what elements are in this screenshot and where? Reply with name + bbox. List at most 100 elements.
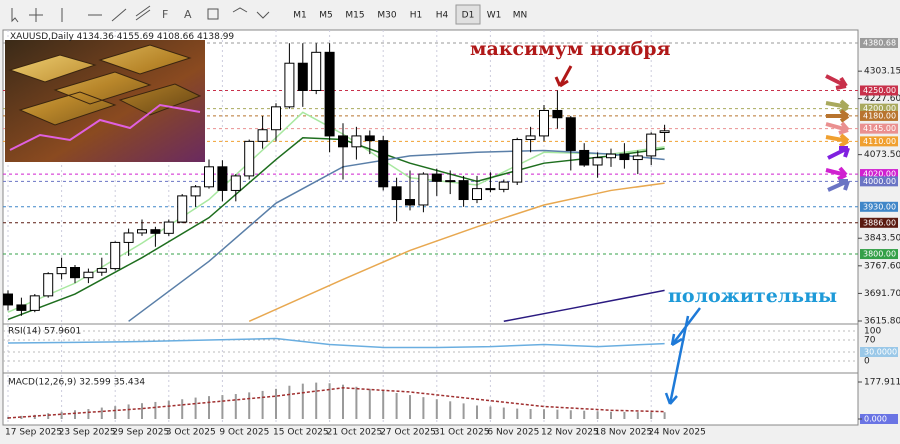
level-box (860, 176, 898, 187)
macd-bar (409, 395, 411, 419)
candle-body (445, 180, 456, 183)
candle-body (96, 268, 107, 273)
chart-header: XAUUSD,Daily 4134.36 4155.69 4108.66 413… (10, 32, 234, 42)
timeframe-button[interactable]: H1 (410, 11, 423, 21)
price-label: 3843.50 (864, 234, 900, 244)
text-icon[interactable]: A (184, 8, 192, 21)
annotation-arrow (664, 307, 701, 405)
moving-average (7, 111, 665, 313)
low: 4108.66 (157, 32, 194, 42)
price-label: 3691.70 (864, 289, 900, 299)
candle-body (190, 186, 201, 197)
timeframe-button[interactable]: M30 (377, 11, 396, 21)
macd-bar (395, 393, 398, 419)
candle-body (579, 149, 590, 166)
rsi-label: 30.0000 (864, 348, 897, 357)
candle-body (512, 139, 523, 183)
rsi-label: 0 (864, 357, 870, 367)
close: 4138.99 (197, 32, 234, 42)
candle-body (485, 188, 496, 191)
macd-label: 0.000 (864, 415, 887, 424)
price-label: 4227.60 (864, 94, 900, 104)
candle-body (29, 295, 40, 311)
timeframe-button[interactable]: W1 (487, 11, 502, 21)
candle-body (204, 166, 214, 188)
macd-bar (74, 410, 76, 419)
cursor-icon[interactable] (11, 8, 19, 23)
candle-body (163, 221, 174, 234)
rsi-label: 100 (864, 327, 881, 337)
macd-bar (382, 390, 385, 419)
candle-body (565, 117, 576, 151)
macd-bar (47, 413, 50, 419)
macd-bar (248, 392, 251, 419)
candle-body (230, 175, 241, 191)
candle-body (405, 199, 415, 206)
macd-bar (449, 401, 452, 419)
candle-body (391, 186, 402, 201)
trend-icon[interactable] (111, 8, 127, 22)
open: 4134.36 (77, 32, 114, 42)
candle-body (3, 293, 13, 306)
price-label: 3615.80 (864, 317, 900, 327)
macd-bar (623, 411, 626, 419)
candle-body (43, 273, 54, 297)
level-label: 3886.00 (863, 218, 896, 227)
candle-body (338, 135, 348, 148)
moving-average (503, 289, 665, 323)
shapes-icon[interactable] (256, 11, 270, 19)
timeframe-button[interactable]: MN (513, 11, 528, 21)
candle-body (378, 140, 389, 188)
macd-bar (636, 412, 639, 419)
macd-bar (315, 382, 318, 419)
candle-body (244, 140, 255, 177)
level-box (860, 169, 898, 180)
macd-bar (543, 409, 545, 419)
candle-body (284, 62, 295, 108)
high: 4155.69 (117, 32, 154, 42)
level-box (860, 37, 898, 48)
macd-bar (275, 388, 277, 419)
candle-body (418, 173, 429, 206)
macd-bar (516, 408, 519, 419)
level-label: 4180.00 (863, 111, 896, 120)
candle-body (431, 173, 442, 182)
toolbar (0, 0, 900, 29)
arrow-icon[interactable] (232, 7, 248, 13)
candle-body (552, 109, 563, 119)
date-label: 6 Nov 2025 (487, 428, 539, 438)
channel-icon[interactable] (135, 5, 151, 21)
level-box (860, 103, 898, 114)
label-icon[interactable] (207, 8, 219, 20)
moving-average (7, 136, 665, 321)
macd-bar (663, 412, 666, 419)
timeframe-button[interactable]: M5 (319, 11, 333, 21)
candle-body (83, 271, 94, 279)
macd-bar (476, 405, 478, 419)
rsi-label: 70 (864, 336, 876, 346)
date-label: 23 Sep 2025 (59, 428, 116, 438)
timeframe-button[interactable]: M1 (293, 11, 307, 21)
macd-bar (422, 397, 425, 419)
date-label: 17 Sep 2025 (5, 428, 62, 438)
timeframe-button[interactable]: M15 (345, 11, 364, 21)
candle-body (123, 232, 134, 243)
candle-body (632, 155, 643, 161)
active-timeframe (455, 4, 481, 25)
candle-body (606, 153, 616, 159)
candle-body (592, 157, 603, 166)
macd-bar (208, 396, 210, 419)
date-label: 21 Oct 2025 (327, 428, 383, 438)
timeframe-button[interactable]: H4 (436, 11, 449, 21)
macd-bar (127, 404, 130, 419)
macd-bar (435, 399, 438, 419)
date-label: 15 Oct 2025 (273, 428, 329, 438)
crosshair-icon[interactable] (29, 8, 43, 22)
level-label: 3800.00 (863, 250, 896, 259)
macd-bar (167, 400, 170, 419)
level-label: 3930.00 (863, 202, 896, 211)
macd-bar (154, 401, 157, 419)
fib-icon[interactable]: F (162, 8, 168, 21)
date-label: 24 Nov 2025 (648, 428, 706, 438)
timeframe-button[interactable]: D1 (462, 11, 475, 21)
